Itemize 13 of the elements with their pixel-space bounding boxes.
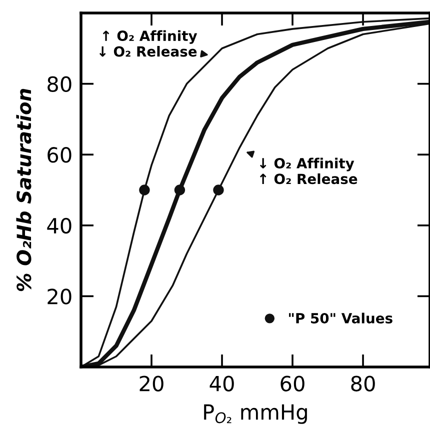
annotation: ↑ O₂ Affinity ↓ O₂ Release [99, 30, 198, 57]
y-tick-label: 60 [48, 147, 72, 163]
x-tick-label: 40 [210, 376, 234, 392]
y-axis-title: % O₂Hb Saturation [16, 88, 32, 292]
x-tick-label: 80 [351, 376, 375, 392]
y-tick-label: 80 [48, 76, 72, 92]
x-axis-title: P$_{O₂}$ mmHg [204, 404, 307, 424]
y-tick-label: 20 [48, 288, 72, 304]
legend-label: "P 50" Values [289, 312, 392, 324]
annotation: ↓ O₂ Affinity ↑ O₂ Release [260, 158, 358, 184]
y-tick-label: 40 [47, 218, 72, 234]
x-tick-label: 20 [140, 376, 164, 392]
x-tick-label: 60 [280, 376, 304, 392]
